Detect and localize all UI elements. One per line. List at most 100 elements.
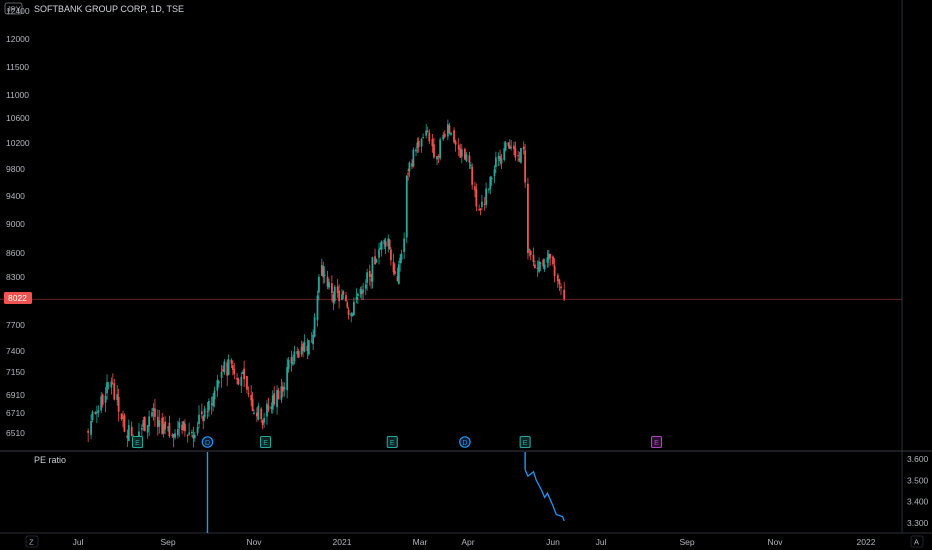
candle-body bbox=[302, 343, 304, 351]
candle-body bbox=[359, 289, 362, 294]
candle-body bbox=[342, 291, 345, 295]
chart-title: SOFTBANK GROUP CORP, 1D, TSE bbox=[34, 4, 184, 14]
earnings-event-icon bbox=[650, 435, 663, 449]
earnings-event-icon bbox=[131, 435, 144, 449]
candle-body bbox=[287, 359, 290, 369]
time-tick-label: Jul bbox=[73, 537, 84, 547]
candle-body bbox=[437, 156, 440, 158]
candle-body bbox=[426, 130, 429, 132]
candle-body bbox=[255, 412, 258, 417]
candle-body bbox=[380, 241, 383, 250]
candle-body bbox=[508, 145, 511, 149]
candle-body bbox=[196, 427, 199, 434]
candle-body bbox=[392, 261, 395, 273]
candle-body bbox=[459, 148, 462, 158]
pe-tick-label: 3.300 bbox=[907, 518, 929, 528]
candle-body bbox=[310, 341, 313, 343]
candle-body bbox=[351, 313, 354, 316]
candle-body bbox=[556, 275, 559, 281]
candle-body bbox=[563, 289, 566, 300]
candle-body bbox=[468, 155, 471, 163]
candle-body bbox=[360, 291, 363, 295]
candle-body bbox=[203, 408, 206, 418]
price-tick-label: 9800 bbox=[6, 164, 25, 174]
candle-body bbox=[158, 420, 161, 427]
price-tick-label: 12000 bbox=[6, 34, 30, 44]
candle-body bbox=[246, 376, 248, 390]
price-axis[interactable]: 12400 12000 11500 11000 10600 10200 9800 9400 90… bbox=[6, 6, 30, 438]
candle-body bbox=[442, 135, 445, 140]
candle-body bbox=[493, 169, 496, 177]
event-letter: E bbox=[135, 440, 140, 447]
candle-body bbox=[355, 296, 358, 300]
candle-body bbox=[362, 289, 365, 293]
candle-body bbox=[420, 139, 423, 147]
event-letter: E bbox=[263, 440, 268, 447]
last-price-label: 8022 bbox=[8, 293, 27, 303]
candle-body bbox=[542, 259, 545, 267]
candle-body bbox=[276, 389, 278, 408]
candle-body bbox=[396, 276, 399, 281]
candle-body bbox=[217, 381, 220, 384]
candle-body bbox=[156, 416, 159, 428]
autoscale-button[interactable] bbox=[910, 535, 924, 548]
price-tick-label: 6510 bbox=[6, 428, 25, 438]
candle-body bbox=[267, 405, 270, 410]
candle-body bbox=[336, 286, 339, 293]
candle-body bbox=[370, 279, 372, 281]
candle-body bbox=[384, 241, 387, 247]
candle-body bbox=[407, 173, 410, 175]
candle-body bbox=[216, 380, 219, 391]
candle-body bbox=[117, 396, 120, 412]
candle-body bbox=[313, 317, 316, 337]
timezone-button-label[interactable]: Z bbox=[29, 538, 34, 547]
dividend-event-icon bbox=[201, 436, 214, 448]
time-tick-label: Nov bbox=[767, 537, 783, 547]
price-tick-label: 9000 bbox=[6, 219, 25, 229]
time-tick-label: Mar bbox=[413, 537, 428, 547]
candle-body bbox=[494, 157, 497, 168]
candle-body bbox=[243, 368, 246, 380]
candle-body bbox=[378, 249, 380, 258]
candle-body bbox=[95, 412, 98, 414]
price-tick-label: 10200 bbox=[6, 138, 30, 148]
candle-body bbox=[323, 274, 326, 276]
candle-body bbox=[202, 416, 205, 422]
candle-body bbox=[116, 394, 119, 400]
candle-body bbox=[405, 175, 408, 238]
candle-body bbox=[261, 420, 264, 425]
candle-body bbox=[174, 433, 176, 438]
candle-body bbox=[172, 434, 175, 438]
candle-body bbox=[489, 176, 492, 189]
candle-body bbox=[364, 284, 367, 289]
time-axis[interactable]: Jul Sep Nov 2021 Mar Apr Jun Jul Sep Nov 2022 bbox=[73, 537, 876, 547]
candle-body bbox=[347, 309, 350, 316]
candle-body bbox=[186, 434, 189, 436]
candle-body bbox=[539, 262, 542, 264]
timezone-button[interactable] bbox=[25, 535, 39, 548]
candle-body bbox=[433, 144, 435, 158]
candle-body bbox=[120, 413, 123, 419]
autoscale-button-label[interactable]: A bbox=[914, 538, 919, 547]
candle-body bbox=[230, 359, 233, 364]
candle-body bbox=[220, 372, 223, 378]
candle-body bbox=[552, 256, 554, 265]
candle-body bbox=[546, 257, 549, 263]
candle-body bbox=[387, 238, 390, 247]
pe-ratio-axis[interactable]: 3.600 3.500 3.400 3.300 bbox=[907, 454, 929, 528]
candle-body bbox=[332, 294, 335, 303]
candle-body bbox=[167, 426, 169, 428]
time-tick-label: Apr bbox=[461, 537, 474, 547]
candle-body bbox=[292, 361, 294, 365]
candle-body bbox=[260, 408, 263, 419]
candle-body bbox=[522, 146, 525, 150]
candle-body bbox=[547, 253, 550, 260]
candle-body bbox=[104, 395, 107, 403]
candle-body bbox=[210, 403, 213, 405]
pe-ratio-line bbox=[524, 469, 565, 522]
candle-body bbox=[412, 149, 415, 167]
candle-body bbox=[431, 139, 434, 147]
price-tick-label: 7150 bbox=[6, 367, 25, 377]
event-letter: D bbox=[462, 440, 467, 447]
